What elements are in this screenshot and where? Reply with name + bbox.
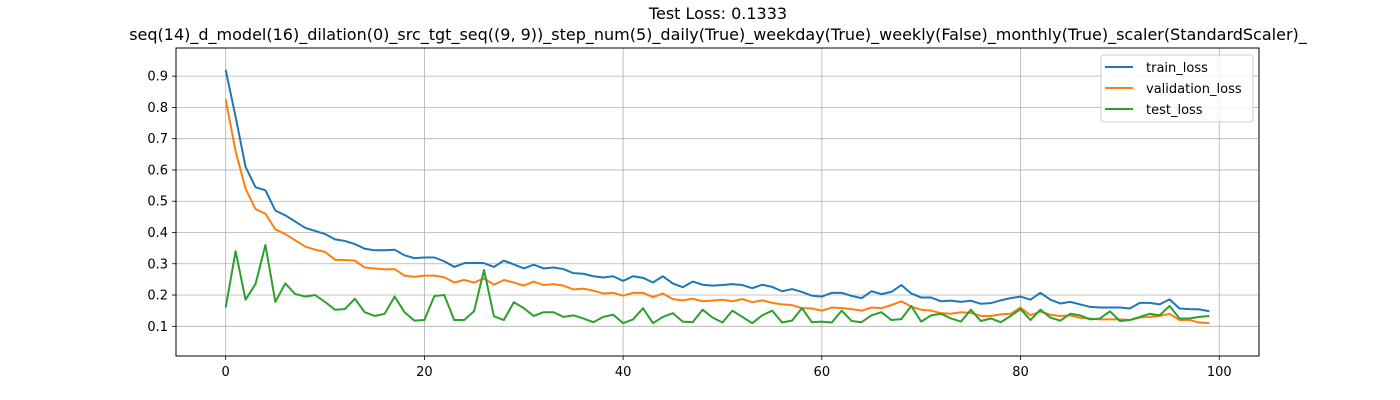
series-lines	[224, 69, 1210, 325]
legend: train_loss validation_loss test_loss	[1100, 54, 1254, 123]
y-tick-label: 0.2	[147, 289, 168, 304]
series-line-train-loss	[224, 69, 1210, 313]
y-tick-label: 0.9	[147, 70, 168, 85]
y-tick-label: 0.3	[147, 257, 168, 272]
legend-label: train_loss	[1146, 61, 1208, 76]
y-tick-label: 0.5	[147, 195, 168, 210]
x-axis: 0 20 40 60 80 100	[222, 356, 1232, 380]
y-tick-label: 0.8	[147, 101, 168, 116]
y-tick-label: 0.6	[147, 163, 168, 178]
y-tick-label: 0.4	[147, 226, 168, 241]
x-tick-label: 0	[222, 365, 230, 380]
y-tick-label: 0.7	[147, 132, 168, 147]
legend-label: test_loss	[1146, 103, 1203, 118]
x-tick-label: 20	[416, 365, 433, 380]
chart-title: Test Loss: 0.1333	[648, 4, 787, 23]
y-axis: 0.1 0.2 0.3 0.4 0.5 0.6 0.7 0.8 0.9	[147, 70, 176, 335]
y-tick-label: 0.1	[147, 320, 168, 335]
plot-frame	[175, 47, 1260, 357]
chart-subtitle: seq(14)_d_model(16)_dilation(0)_src_tgt_…	[129, 25, 1308, 45]
x-tick-label: 80	[1012, 365, 1029, 380]
legend-box	[1100, 54, 1254, 123]
x-tick-label: 100	[1207, 365, 1232, 380]
grid-lines	[176, 48, 1259, 356]
x-tick-label: 60	[814, 365, 831, 380]
legend-label: validation_loss	[1146, 82, 1242, 97]
x-tick-label: 40	[615, 365, 632, 380]
series-line-test-loss	[224, 243, 1210, 325]
